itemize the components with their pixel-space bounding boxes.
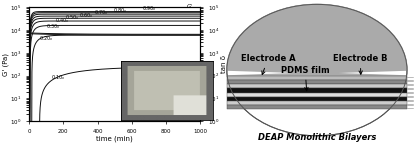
X-axis label: time (min): time (min) [96,135,133,142]
Y-axis label: tan δ: tan δ [221,55,226,73]
Text: $0.80_{x}$: $0.80_{x}$ [113,6,128,15]
Bar [227,88,407,93]
Text: $0.40_{x}$: $0.40_{x}$ [55,16,70,25]
Text: Electrode B: Electrode B [333,54,387,74]
Text: $0.30_{x}$: $0.30_{x}$ [46,22,61,31]
Text: $0.70_{x}$: $0.70_{x}$ [94,8,109,17]
Bar [227,105,407,109]
Text: $0.50_{x}$: $0.50_{x}$ [65,13,80,22]
Text: PDMS film: PDMS film [281,66,329,91]
Bar [227,97,407,101]
Polygon shape [227,4,407,76]
Bar [227,93,407,97]
Y-axis label: G' (Pa): G' (Pa) [3,53,9,76]
Text: $0.20_{x}$: $0.20_{x}$ [39,34,53,43]
Text: $0.10_{x}$: $0.10_{x}$ [51,73,66,82]
Bar [227,101,407,105]
Text: DEAP Monolithic Bilayers: DEAP Monolithic Bilayers [258,133,376,142]
Bar [227,76,407,80]
Text: $G'$: $G'$ [186,3,193,11]
Bar [227,84,407,88]
Text: $0.90_{x}$: $0.90_{x}$ [142,5,157,13]
Text: Electrode A: Electrode A [241,54,296,74]
Bar [227,80,407,84]
Text: $0.60_{x}$: $0.60_{x}$ [79,11,94,20]
